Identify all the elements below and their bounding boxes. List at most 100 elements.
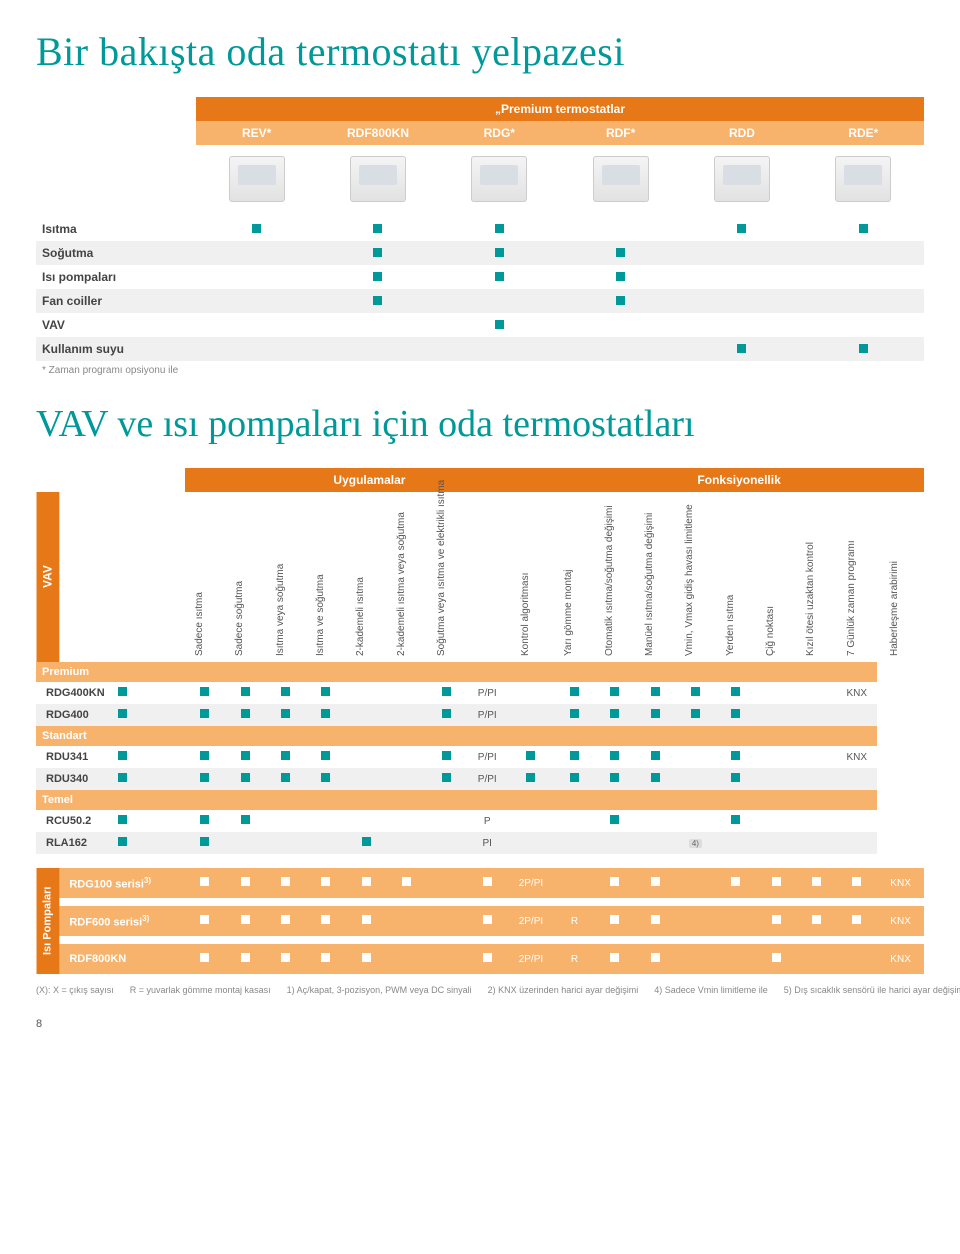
check-icon [731,751,740,760]
cell [681,241,802,265]
cell: KNX [877,944,924,974]
cell: 2P/PI [508,868,555,898]
check-icon [852,877,861,886]
cell: KNX [877,906,924,936]
check-icon [241,773,250,782]
table-row: RDG400P/PI [36,704,924,726]
footnotes: (X): X = çıkış sayısıR = yuvarlak gömme … [36,984,924,998]
cell [560,217,681,241]
col-rdf: RDF* [560,121,681,145]
check-icon [281,751,290,760]
row-label: Soğutma [36,241,196,265]
cell [595,768,635,790]
row-label: RDG400KN [36,682,59,704]
check-icon [731,773,740,782]
cell [265,810,305,832]
cell [837,944,877,974]
premium-group-header: „Premium termostatlar [196,97,924,121]
check-icon [651,915,660,924]
cell [554,810,594,832]
check-icon [610,877,619,886]
cell [837,704,877,726]
check-icon [362,837,371,846]
cell: 4) [675,832,715,854]
section-header: Premium [36,662,877,682]
check-icon [362,877,371,886]
cell [317,217,438,241]
cell [185,906,225,936]
cell [803,217,924,241]
cell [386,704,426,726]
check-icon [321,953,330,962]
product-thumb [714,156,770,202]
cell [265,682,305,704]
row-label: Kullanım suyu [36,337,196,361]
cell [595,832,635,854]
check-icon [241,953,250,962]
table-row: RDF600 serisi3)2P/PIRKNX [36,906,924,936]
check-icon [321,687,330,696]
colhdr: Isıtma ve soğutma [315,486,326,656]
check-icon [483,877,492,886]
check-icon [610,751,619,760]
page-title-1: Bir bakışta oda termostatı yelpazesi [36,28,924,75]
check-icon [402,877,411,886]
table-row: RDG400KNP/PIKNX [36,682,924,704]
cell [225,704,265,726]
cell [837,810,877,832]
colhdr: Sadece soğutma [234,486,245,656]
cell [346,768,386,790]
row-label: VAV [36,313,196,337]
cell [265,868,305,898]
cell [346,944,386,974]
cell [427,746,467,768]
check-icon [118,837,127,846]
check-icon [321,751,330,760]
check-icon [610,687,619,696]
check-icon [731,877,740,886]
cell [675,746,715,768]
cell [317,241,438,265]
colhdr: 7 Günlük zaman programı [846,486,857,656]
cell [225,810,265,832]
check-icon [495,248,504,257]
product-thumb [593,156,649,202]
cell [756,944,796,974]
cell [507,682,554,704]
cell [439,265,560,289]
check-icon [731,687,740,696]
cell [837,832,877,854]
hp-sidebar: Isı Pompaları [36,868,59,974]
cell [595,944,635,974]
cell [837,906,877,936]
product-thumb [229,156,285,202]
check-icon [731,709,740,718]
cell [306,868,346,898]
cell [635,832,675,854]
product-thumb [471,156,527,202]
check-icon [616,272,625,281]
cell [803,265,924,289]
cell [196,241,317,265]
cell [507,832,554,854]
cell [803,313,924,337]
check-icon [731,815,740,824]
cell [635,746,675,768]
table-row: Kullanım suyu [36,337,924,361]
cell [756,704,796,726]
cell [317,265,438,289]
check-icon [495,320,504,329]
cell [803,337,924,361]
cell [560,241,681,265]
cell [635,944,675,974]
check-icon [200,773,209,782]
cell [196,289,317,313]
check-icon [281,915,290,924]
cell [346,906,386,936]
cell [681,313,802,337]
check-icon [651,709,660,718]
cell [796,810,836,832]
colhdr: Kızıl ötesi uzaktan kontrol [805,486,816,656]
cell [756,906,796,936]
check-icon [321,915,330,924]
